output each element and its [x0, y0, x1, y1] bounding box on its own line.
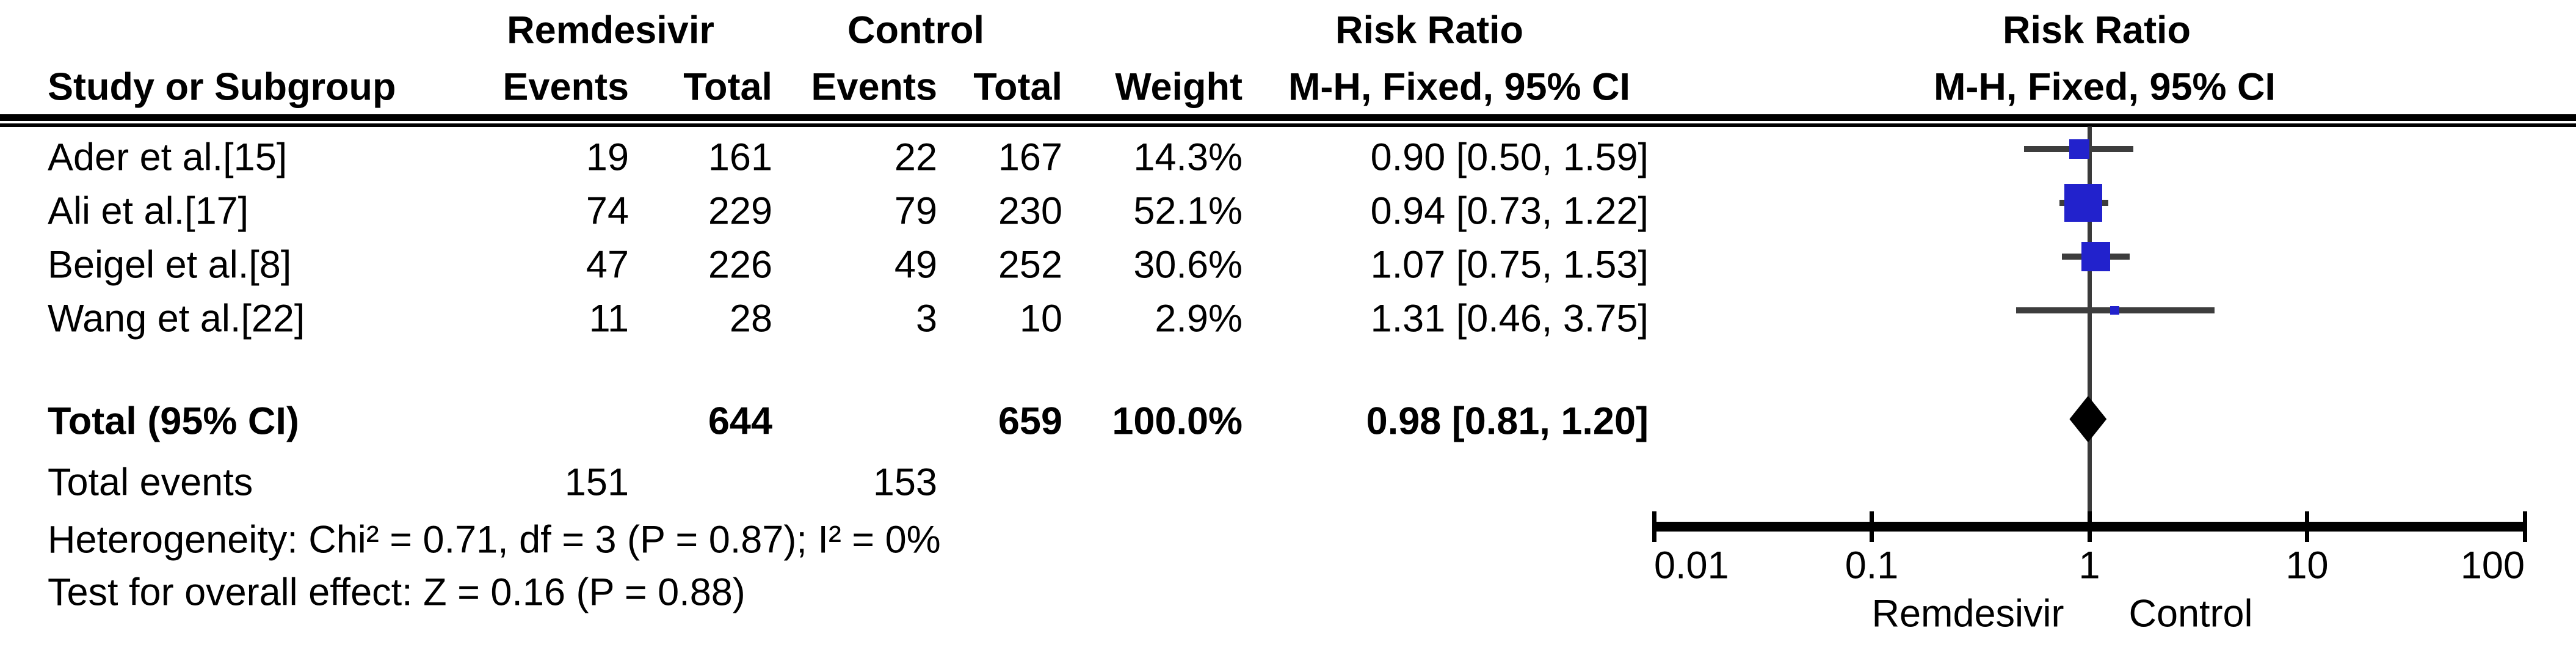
- study-weight: 2.9%: [1155, 297, 1243, 340]
- study-events-remdesivir: 74: [586, 189, 629, 233]
- axis-tick-label: 100: [2460, 544, 2525, 587]
- effect-square: [2064, 183, 2103, 222]
- total-row-label: Total (95% CI): [48, 400, 299, 443]
- study-total-remdesivir: 28: [729, 297, 772, 340]
- study-weight: 52.1%: [1133, 189, 1243, 233]
- column-header-total-remdesivir: Total: [683, 65, 772, 109]
- axis-tick-label: 10: [2285, 544, 2329, 587]
- risk-ratio-column-title: Risk Ratio: [1335, 9, 1524, 52]
- column-header-events-remdesivir: Events: [503, 65, 629, 109]
- axis-label-favours-remdesivir: Remdesivir: [1871, 592, 2064, 635]
- risk-ratio-plot-title: Risk Ratio: [2002, 9, 2191, 52]
- study-weight: 30.6%: [1133, 243, 1243, 287]
- study-total-control: 252: [998, 243, 1062, 287]
- study-label: Beigel et al.[8]: [48, 243, 292, 287]
- axis-tick-label: 0.1: [1845, 544, 1899, 587]
- method-column-subtitle: M-H, Fixed, 95% CI: [1288, 65, 1631, 109]
- total-events-control: 153: [873, 461, 937, 504]
- effect-square: [2110, 305, 2120, 315]
- study-total-remdesivir: 229: [708, 189, 772, 233]
- study-risk-ratio-text: 0.94 [0.73, 1.22]: [1370, 189, 1649, 233]
- study-events-control: 3: [915, 297, 937, 340]
- header-divider-thick: [0, 114, 2576, 121]
- total-control-n: 659: [998, 400, 1062, 443]
- axis-tick-label: 1: [2078, 544, 2100, 587]
- axis-label-favours-control: Control: [2128, 592, 2253, 635]
- column-header-events-control: Events: [811, 65, 937, 109]
- column-header-total-control: Total: [973, 65, 1062, 109]
- total-events-remdesivir: 151: [564, 461, 629, 504]
- total-events-label: Total events: [48, 461, 253, 504]
- study-total-control: 10: [1019, 297, 1062, 340]
- study-total-control: 167: [998, 136, 1062, 179]
- study-events-remdesivir: 11: [589, 297, 629, 340]
- study-events-remdesivir: 47: [586, 243, 629, 287]
- reference-line-rr1: [2088, 126, 2092, 532]
- method-plot-subtitle: M-H, Fixed, 95% CI: [1933, 65, 2276, 109]
- study-label: Ader et al.[15]: [48, 136, 288, 179]
- heterogeneity-stats: Heterogeneity: Chi² = 0.71, df = 3 (P = …: [48, 518, 941, 561]
- total-risk-ratio-text: 0.98 [0.81, 1.20]: [1366, 400, 1649, 443]
- header-divider-thin: [0, 123, 2576, 127]
- axis-tick: [2305, 511, 2309, 542]
- effect-square: [2069, 139, 2089, 159]
- study-risk-ratio-text: 1.07 [0.75, 1.53]: [1370, 243, 1649, 287]
- axis-tick: [1652, 511, 1656, 542]
- effect-square: [2081, 242, 2111, 271]
- study-weight: 14.3%: [1133, 136, 1243, 179]
- study-risk-ratio-text: 0.90 [0.50, 1.59]: [1370, 136, 1649, 179]
- study-events-control: 22: [894, 136, 937, 179]
- study-label: Ali et al.[17]: [48, 189, 249, 233]
- total-weight: 100.0%: [1112, 400, 1243, 443]
- axis-tick-label: 0.01: [1654, 544, 1729, 587]
- column-header-weight: Weight: [1115, 65, 1243, 109]
- study-risk-ratio-text: 1.31 [0.46, 3.75]: [1370, 297, 1649, 340]
- axis-tick: [2087, 511, 2092, 542]
- axis-tick: [2522, 511, 2527, 542]
- study-total-remdesivir: 226: [708, 243, 772, 287]
- study-events-control: 49: [894, 243, 937, 287]
- overall-effect-stats: Test for overall effect: Z = 0.16 (P = 0…: [48, 571, 746, 614]
- study-total-remdesivir: 161: [708, 136, 772, 179]
- total-diamond: [2069, 396, 2107, 442]
- group-header-control: Control: [847, 9, 984, 52]
- study-events-control: 79: [894, 189, 937, 233]
- study-events-remdesivir: 19: [586, 136, 629, 179]
- study-total-control: 230: [998, 189, 1062, 233]
- group-header-remdesivir: Remdesivir: [507, 9, 714, 52]
- study-label: Wang et al.[22]: [48, 297, 305, 340]
- axis-tick: [1870, 511, 1874, 542]
- column-header-study: Study or Subgroup: [48, 65, 396, 109]
- total-remdesivir-n: 644: [708, 400, 772, 443]
